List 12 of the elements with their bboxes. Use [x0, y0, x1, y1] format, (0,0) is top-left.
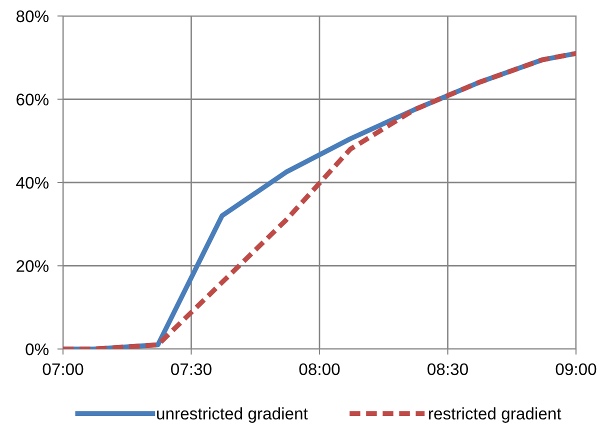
legend-label: restricted gradient [429, 407, 562, 423]
y-tick-label: 20% [16, 260, 49, 272]
x-tick-label: 08:30 [428, 363, 468, 376]
y-tick-label: 80% [16, 10, 49, 22]
y-tick-label: 60% [16, 94, 49, 106]
x-tick-label: 09:00 [556, 363, 596, 376]
x-tick-label: 08:00 [299, 363, 340, 376]
y-tick-label: 0% [26, 343, 49, 356]
legend-label: unrestricted gradient [157, 407, 308, 423]
y-tick-label: 40% [16, 176, 49, 189]
x-tick-label: 07:30 [171, 363, 212, 376]
x-tick-label: 07:00 [42, 363, 84, 376]
